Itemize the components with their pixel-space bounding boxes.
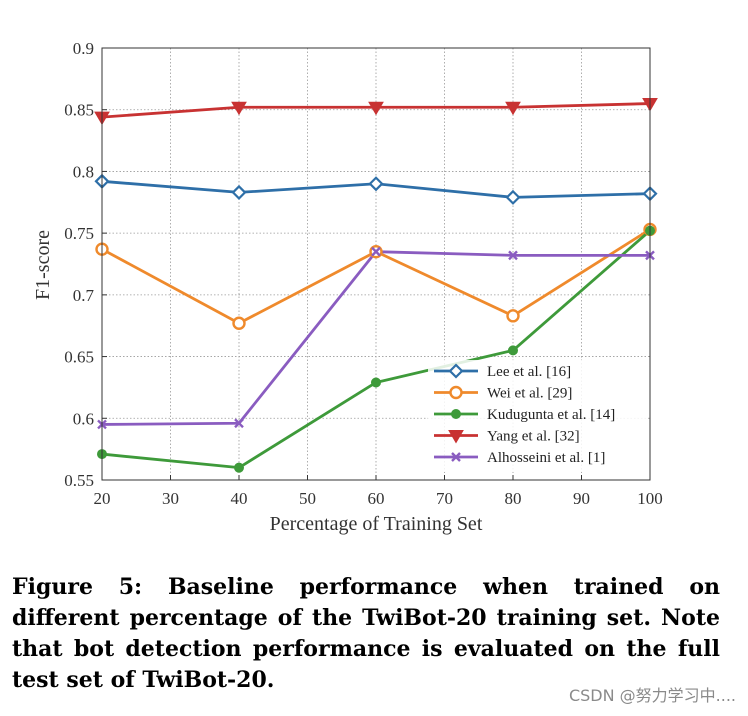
figure-caption: Figure 5: Baseline performance when trai…	[12, 574, 720, 693]
x-tick-label: 30	[162, 489, 179, 508]
legend-label: Yang et al. [32]	[487, 429, 580, 445]
data-point-marker	[234, 462, 244, 473]
y-axis-ticks: 0.55 0.6 0.65 0.7 0.75 0.8 0.85 0.9	[64, 39, 107, 490]
y-tick-label: 0.7	[73, 286, 95, 305]
x-tick-label: 50	[299, 489, 316, 508]
x-axis-ticks: 20 30 40 50 60 70 80 90 100	[94, 475, 663, 508]
legend-label: Lee et al. [16]	[487, 364, 571, 380]
data-point-marker	[505, 101, 521, 116]
y-tick-label: 0.55	[64, 471, 94, 490]
legend-marker	[451, 409, 461, 419]
legend-box	[428, 360, 646, 472]
legend-marker	[448, 430, 464, 444]
legend-label: Wei et al. [29]	[487, 386, 572, 402]
y-tick-label: 0.85	[64, 101, 94, 120]
legend-label: Kudugunta et al. [14]	[487, 407, 615, 423]
data-point-marker	[508, 345, 518, 356]
legend-marker	[448, 363, 464, 379]
legend: Lee et al. [16] Wei et al. [29] Kudugunta …	[428, 360, 646, 472]
data-point-marker	[371, 377, 381, 388]
data-point-marker	[506, 309, 520, 323]
y-axis-label: F1-score	[32, 230, 54, 300]
line-chart: 20 30 40 50 60 70 80 90 100 0.550.60.650.70.750.…	[32, 39, 663, 535]
y-tick-label: 0.75	[64, 224, 94, 243]
data-point-marker	[231, 184, 247, 200]
y-tick-label: 0.6	[73, 409, 94, 428]
data-point-marker	[232, 316, 246, 330]
data-point-marker	[371, 246, 381, 257]
y-tick-label: 0.65	[64, 348, 94, 367]
data-point-marker	[234, 418, 244, 429]
legend-marker	[449, 385, 463, 400]
x-tick-label: 60	[368, 489, 385, 508]
data-point-marker	[231, 101, 247, 116]
x-tick-label: 90	[573, 489, 590, 508]
data-point-marker	[368, 101, 384, 116]
x-tick-label: 70	[436, 489, 453, 508]
y-tick-label: 0.9	[73, 39, 94, 58]
x-tick-label: 20	[94, 489, 111, 508]
x-axis-label: Percentage of Training Set	[270, 513, 483, 535]
data-point-marker	[368, 176, 384, 192]
watermark: CSDN @努力学习中....	[568, 686, 736, 705]
data-point-marker	[505, 189, 521, 205]
x-tick-label: 80	[505, 489, 522, 508]
x-tick-label: 100	[637, 489, 663, 508]
legend-label: Alhosseini et al. [1]	[487, 450, 605, 466]
data-point-marker	[508, 250, 518, 261]
x-tick-label: 40	[231, 489, 248, 508]
y-tick-label: 0.8	[73, 162, 94, 181]
legend-marker	[451, 452, 461, 462]
